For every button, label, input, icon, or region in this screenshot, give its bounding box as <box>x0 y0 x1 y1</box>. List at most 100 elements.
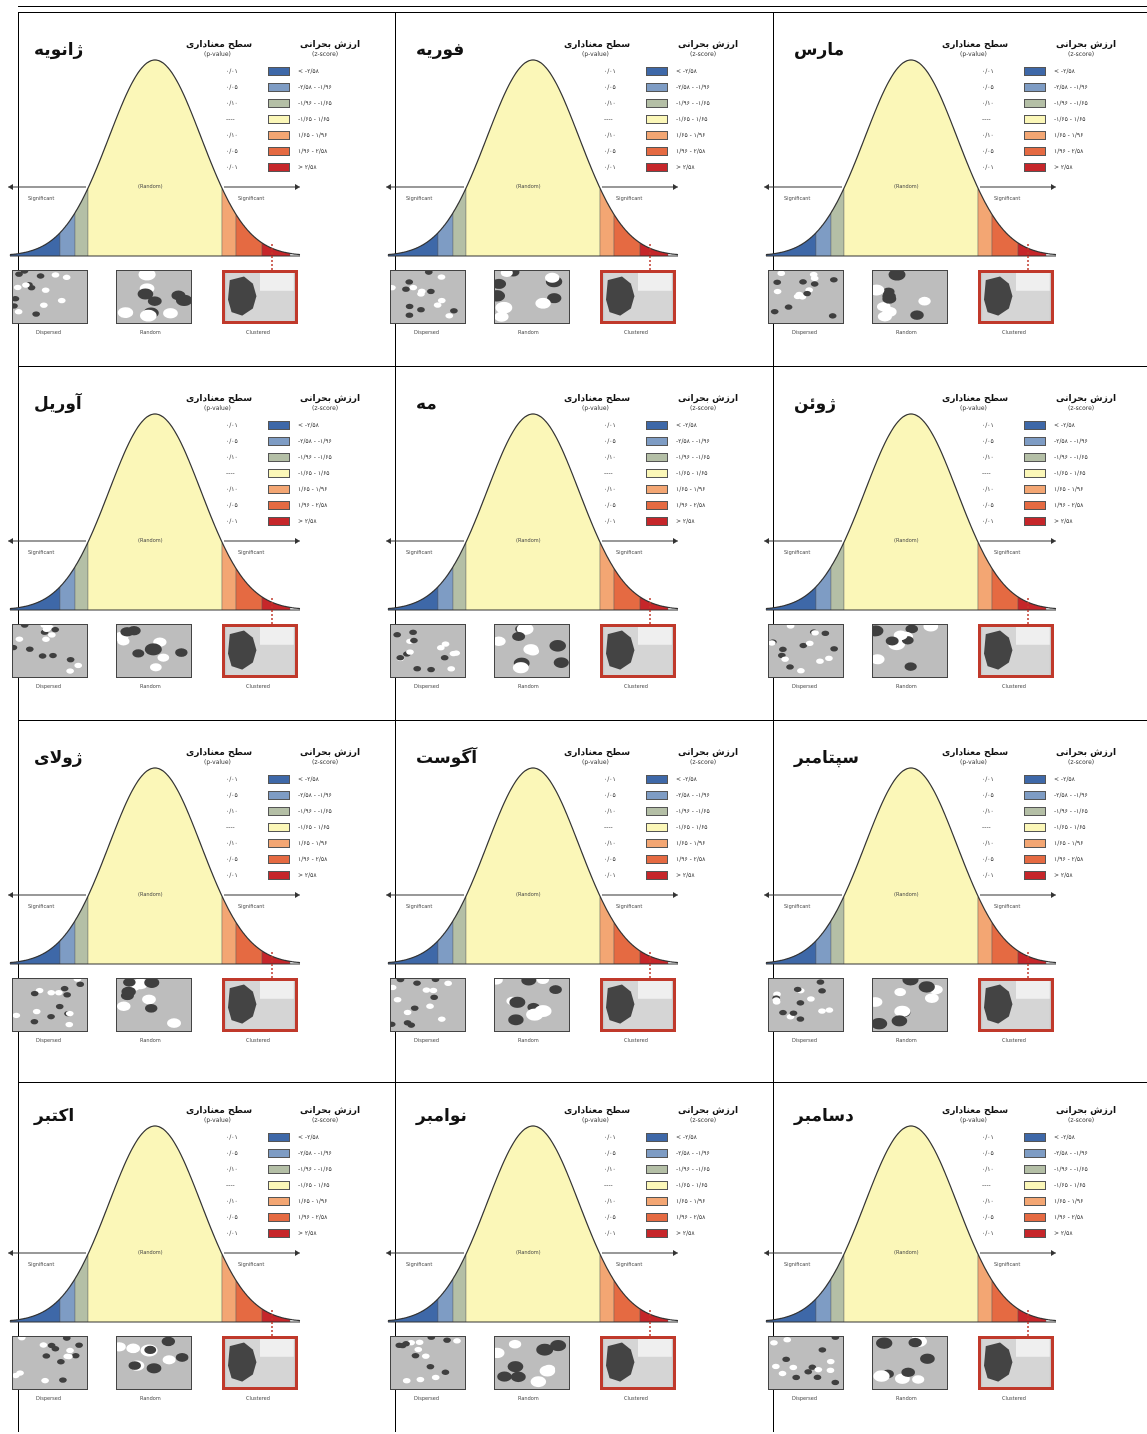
right-tail-90 <box>977 1254 993 1323</box>
random-pattern-graphic <box>117 979 191 1031</box>
zscore-entry: -۱/۶۵ - ۱/۶۵ <box>676 470 708 477</box>
random-pattern-label: Random <box>140 330 161 336</box>
zscore-entry: -۱/۶۵ - ۱/۶۵ <box>676 1182 708 1189</box>
pvalue-sub: (p-value) <box>960 759 987 766</box>
legend-swatch <box>646 1213 668 1222</box>
legend-swatch <box>268 775 290 784</box>
clustered-pattern-graphic <box>982 273 1050 321</box>
left-tail-95 <box>815 920 832 965</box>
random-pattern-graphic <box>495 625 569 677</box>
dispersed-pattern-graphic <box>13 625 87 677</box>
left-tail-90 <box>830 896 845 965</box>
random-pattern-label: Random <box>896 1396 917 1402</box>
legend-swatch <box>646 83 668 92</box>
pvalue-entry: ۰/۰۵ <box>226 792 238 799</box>
distribution-panel: آگوست سطح معناداری (p-value) ارزش بحرانی (z-… <box>378 722 750 1067</box>
zscore-entry: -۱/۶۵ - ۱/۶۵ <box>1054 116 1086 123</box>
month-title: آگوست <box>416 748 478 768</box>
normal-curve <box>387 59 679 256</box>
random-pattern-label: Random <box>140 684 161 690</box>
pvalue-entry: ۰/۱۰ <box>226 454 238 461</box>
distribution-panel: نوامبر سطح معناداری (p-value) ارزش بحرانی (z… <box>378 1080 750 1425</box>
arrow-head-icon <box>1051 538 1056 544</box>
clustered-pattern-graphic <box>604 1339 672 1387</box>
pvalue-entry: ۰/۱۰ <box>982 808 994 815</box>
clustered-pattern-map <box>978 978 1054 1032</box>
right-tail-90 <box>977 542 993 611</box>
pvalue-entry: ۰/۰۱ <box>982 776 994 783</box>
clustered-pattern-map <box>222 1336 298 1390</box>
dispersed-pattern-label: Dispersed <box>792 684 818 690</box>
legend-swatch <box>1024 839 1046 848</box>
month-title: آوریل <box>34 394 82 414</box>
random-pattern-label: Random <box>140 1396 161 1402</box>
zscore-entry: -۱/۹۶ - -۱/۶۵ <box>1054 100 1088 107</box>
pvalue-sub: (p-value) <box>204 405 231 412</box>
pvalue-entry: ۰/۰۱ <box>226 422 238 429</box>
pvalue-entry: ۰/۱۰ <box>226 100 238 107</box>
dispersed-pattern-graphic <box>13 271 87 323</box>
zscore-entry: -۲/۵۸ - -۱/۹۶ <box>1054 84 1088 91</box>
zscore-entry: ۱/۶۵ - ۱/۹۶ <box>676 132 706 139</box>
significant-label-left: Significant <box>406 1262 433 1268</box>
legend-swatch <box>1024 517 1046 526</box>
distribution-svg <box>386 413 679 626</box>
distribution-svg <box>386 1125 679 1338</box>
clustered-pattern-label: Clustered <box>624 330 648 336</box>
pvalue-sub: (p-value) <box>204 1117 231 1124</box>
clustered-pattern-graphic <box>982 627 1050 675</box>
legend-swatch <box>268 131 290 140</box>
pvalue-entry: ۰/۱۰ <box>226 132 238 139</box>
zscore-entry: -۱/۹۶ - -۱/۶۵ <box>676 808 710 815</box>
pvalue-entry: ۰/۰۵ <box>982 1214 994 1221</box>
dispersed-pattern-graphic <box>769 979 843 1031</box>
distribution-panel: آوریل سطح معناداری (p-value) ارزش بحرانی (z-… <box>0 368 372 713</box>
zscore-entry: -۱/۹۶ - -۱/۶۵ <box>1054 808 1088 815</box>
dispersed-pattern-label: Dispersed <box>792 330 818 336</box>
dispersed-pattern-map <box>768 270 844 324</box>
random-region <box>465 59 601 257</box>
legend-swatch <box>268 871 290 880</box>
legend-swatch <box>1024 871 1046 880</box>
pvalue-entry: ۰/۱۰ <box>226 840 238 847</box>
clustered-pattern-graphic <box>226 627 294 675</box>
column-divider <box>773 1082 774 1432</box>
significant-label-left: Significant <box>784 904 811 910</box>
random-pattern-map <box>872 978 948 1032</box>
left-tail-90 <box>452 896 467 965</box>
pvalue-entry: ---- <box>226 824 235 831</box>
left-tail-90 <box>830 188 845 257</box>
dispersed-pattern-map <box>768 978 844 1032</box>
zscore-entry: -۱/۹۶ - -۱/۶۵ <box>676 1166 710 1173</box>
clustered-pattern-map <box>978 624 1054 678</box>
random-pattern-map <box>116 1336 192 1390</box>
left-tail-99 <box>9 232 61 257</box>
pvalue-entry: ۰/۰۵ <box>982 438 994 445</box>
legend-swatch <box>1024 1213 1046 1222</box>
pvalue-title: سطح معناداری <box>942 748 1009 758</box>
significant-label-left: Significant <box>406 550 433 556</box>
random-pattern-graphic <box>117 1337 191 1389</box>
random-pattern-map <box>872 1336 948 1390</box>
distribution-panel: دسامبر سطح معناداری (p-value) ارزش بحرانی (z… <box>756 1080 1128 1425</box>
random-pattern-graphic <box>873 625 947 677</box>
legend-swatch <box>268 1149 290 1158</box>
column-divider <box>395 1082 396 1432</box>
dispersed-pattern-graphic <box>769 625 843 677</box>
pvalue-entry: ۰/۰۵ <box>604 1214 616 1221</box>
clustered-pattern-label: Clustered <box>246 1038 270 1044</box>
pvalue-sub: (p-value) <box>582 759 609 766</box>
zscore-entry: -۱/۶۵ - ۱/۶۵ <box>298 470 330 477</box>
random-region <box>87 59 223 257</box>
zscore-sub: (z-score) <box>1068 759 1095 766</box>
right-tail-90 <box>977 188 993 257</box>
distribution-panel: ژانویه سطح معناداری (p-value) ارزش بحرانی (z… <box>0 14 372 359</box>
random-label: (Random) <box>138 184 163 190</box>
random-label: (Random) <box>138 1250 163 1256</box>
right-tail-90 <box>221 896 237 965</box>
legend-swatch <box>646 469 668 478</box>
pvalue-entry: ۰/۱۰ <box>982 486 994 493</box>
month-title: مارس <box>794 40 845 60</box>
pvalue-entry: ۰/۰۵ <box>604 1150 616 1157</box>
normal-curve <box>9 59 301 256</box>
